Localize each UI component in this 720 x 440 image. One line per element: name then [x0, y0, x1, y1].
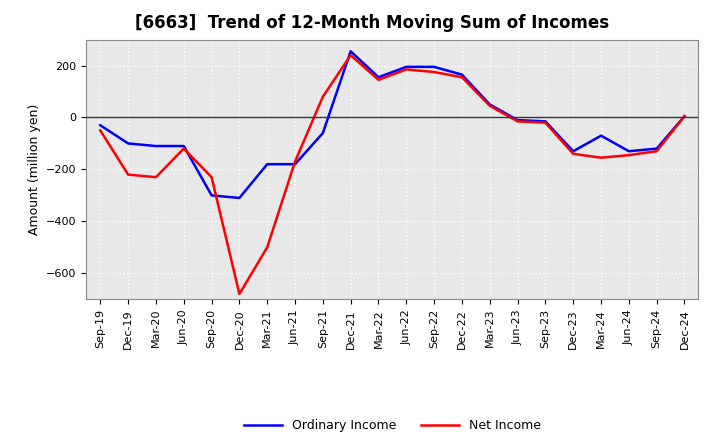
- Ordinary Income: [96, 123, 104, 128]
- Legend: Ordinary Income, Net Income: Ordinary Income, Net Income: [239, 414, 546, 437]
- Net Income: [597, 155, 606, 160]
- Ordinary Income: [374, 75, 383, 80]
- Text: [6663]  Trend of 12-Month Moving Sum of Incomes: [6663] Trend of 12-Month Moving Sum of I…: [135, 15, 610, 33]
- Ordinary Income: [430, 64, 438, 70]
- Net Income: [179, 146, 188, 151]
- Net Income: [152, 175, 161, 180]
- Net Income: [458, 75, 467, 80]
- Net Income: [346, 52, 355, 58]
- Net Income: [541, 120, 550, 125]
- Net Income: [235, 291, 243, 297]
- Net Income: [291, 159, 300, 164]
- Net Income: [318, 94, 327, 99]
- Net Income: [207, 175, 216, 180]
- Net Income: [624, 153, 633, 158]
- Line: Net Income: Net Income: [100, 55, 685, 294]
- Ordinary Income: [346, 49, 355, 54]
- Net Income: [430, 70, 438, 75]
- Ordinary Income: [207, 193, 216, 198]
- Ordinary Income: [624, 149, 633, 154]
- Net Income: [96, 128, 104, 133]
- Ordinary Income: [291, 161, 300, 167]
- Ordinary Income: [263, 161, 271, 167]
- Ordinary Income: [124, 141, 132, 146]
- Net Income: [652, 149, 661, 154]
- Ordinary Income: [569, 149, 577, 154]
- Ordinary Income: [485, 102, 494, 107]
- Ordinary Income: [179, 143, 188, 149]
- Net Income: [263, 245, 271, 250]
- Y-axis label: Amount (million yen): Amount (million yen): [27, 104, 40, 235]
- Net Income: [374, 77, 383, 82]
- Line: Ordinary Income: Ordinary Income: [100, 51, 685, 198]
- Ordinary Income: [402, 64, 410, 70]
- Net Income: [680, 114, 689, 119]
- Ordinary Income: [652, 146, 661, 151]
- Net Income: [569, 151, 577, 157]
- Ordinary Income: [680, 114, 689, 119]
- Ordinary Income: [152, 143, 161, 149]
- Net Income: [402, 67, 410, 72]
- Net Income: [485, 103, 494, 108]
- Ordinary Income: [513, 117, 522, 123]
- Ordinary Income: [235, 195, 243, 201]
- Ordinary Income: [597, 133, 606, 138]
- Net Income: [513, 119, 522, 124]
- Ordinary Income: [318, 130, 327, 136]
- Ordinary Income: [458, 72, 467, 77]
- Net Income: [124, 172, 132, 177]
- Ordinary Income: [541, 119, 550, 124]
